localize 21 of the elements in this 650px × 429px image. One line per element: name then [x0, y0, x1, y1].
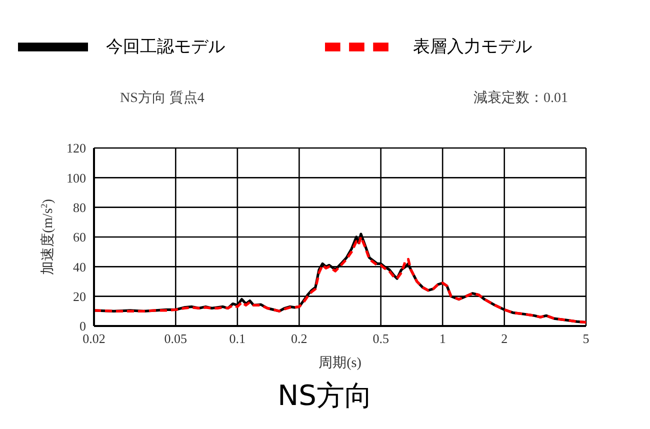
x-tick-label: 0.2 [291, 331, 308, 346]
legend-label: 今回工認モデル [106, 36, 225, 57]
x-tick-label: 1 [439, 331, 446, 346]
y-tick-label: 80 [73, 200, 86, 215]
y-tick-label: 120 [66, 140, 86, 156]
x-tick-label: 0.05 [164, 331, 188, 346]
x-tick-label: 2 [501, 331, 508, 346]
x-tick-label: 5 [582, 331, 590, 346]
text: NS方向 質点4 [112, 87, 212, 109]
y-tick-label: 60 [73, 230, 86, 245]
y-tick-label: 100 [66, 170, 86, 186]
text: 減衰定数：0.01 [466, 87, 576, 109]
legend-label: 表層入力モデル [413, 36, 532, 57]
y-tick-label: 40 [73, 259, 86, 274]
text: NS方向 [276, 378, 374, 414]
y-tick-label: 20 [73, 288, 86, 304]
y-tick-label: 0 [80, 318, 86, 334]
x-tick-label: 0.1 [229, 331, 246, 346]
x-tick-label: 0.02 [82, 331, 106, 346]
x-axis-title: 周期(s) [318, 355, 362, 371]
x-tick-label: 0.5 [372, 331, 389, 346]
